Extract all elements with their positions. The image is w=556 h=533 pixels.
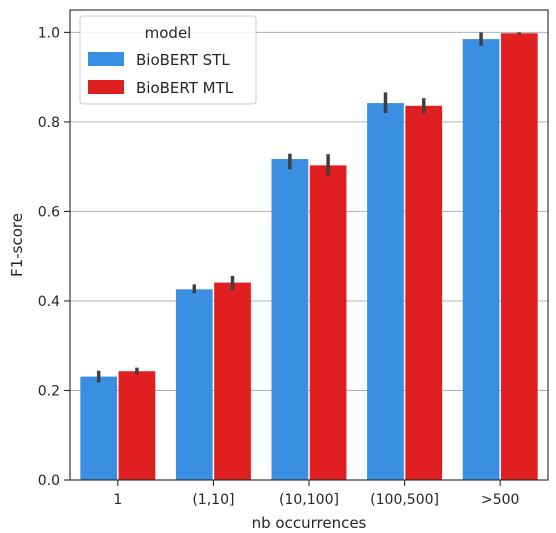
bar [309, 165, 347, 481]
y-tick-label: 0.0 [38, 473, 60, 489]
x-tick-label: (100,500] [370, 492, 439, 508]
legend-items: BioBERT STL BioBERT MTL [88, 51, 234, 97]
bars [80, 33, 538, 481]
bar [500, 33, 538, 481]
legend: model BioBERT STL BioBERT MTL [79, 15, 257, 105]
bar [118, 371, 156, 480]
bar [175, 289, 213, 480]
y-tick-label: 0.8 [38, 115, 60, 131]
bar [405, 105, 443, 481]
legend-label: BioBERT STL [136, 51, 230, 69]
y-tick-label: 0.2 [38, 383, 60, 399]
y-tick-label: 0.6 [38, 204, 60, 220]
x-tick-label: >500 [481, 492, 519, 508]
legend-swatch [88, 80, 124, 94]
x-tick-label: (10,100] [279, 492, 339, 508]
bar [462, 39, 500, 480]
legend-label: BioBERT MTL [136, 79, 234, 97]
bar [367, 103, 404, 480]
x-axis-ticks: 1 (1,10] (10,100] (100,500] >500 [113, 480, 519, 508]
bar [271, 159, 309, 481]
error-bars [96, 32, 522, 383]
y-tick-label: 0.4 [38, 294, 60, 310]
x-axis-label: nb occurrences [252, 514, 367, 532]
y-axis-label: F1-score [8, 213, 26, 277]
legend-swatch [88, 52, 124, 66]
bar [214, 282, 251, 480]
bar [80, 376, 118, 480]
legend-title: model [145, 24, 192, 42]
x-tick-label: (1,10] [192, 492, 234, 508]
y-tick-label: 1.0 [38, 25, 60, 41]
x-tick-label: 1 [113, 492, 122, 508]
y-axis-ticks: 0.0 0.2 0.4 0.6 0.8 1.0 [38, 25, 70, 489]
